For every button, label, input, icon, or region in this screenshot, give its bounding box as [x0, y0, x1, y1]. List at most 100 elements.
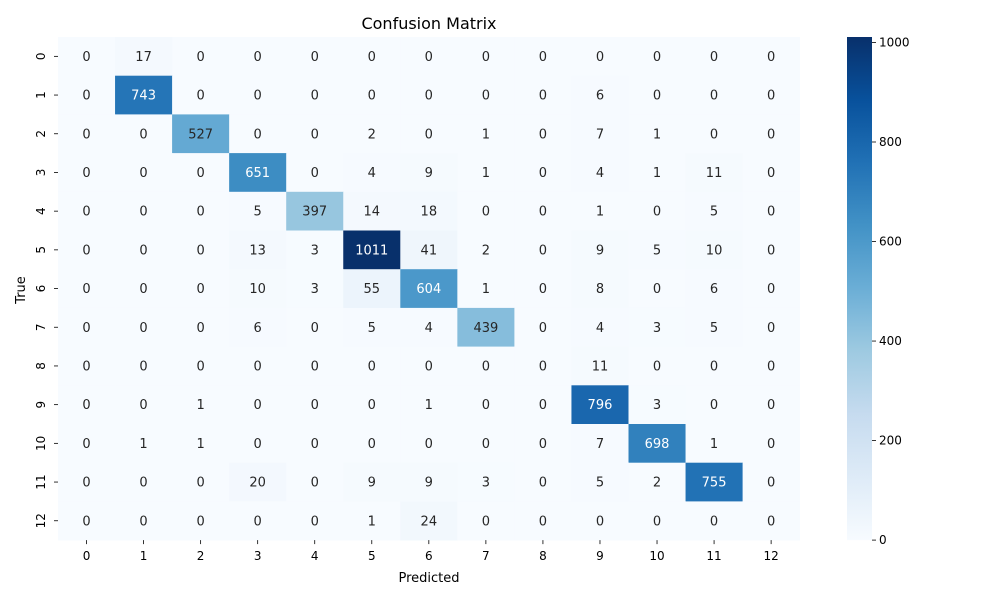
- cell-value-label: 0: [539, 398, 547, 413]
- heatmap-cell-2-11: [685, 114, 743, 154]
- heatmap-cell-4-3: [229, 191, 287, 231]
- heatmap-cell-2-12: [742, 114, 801, 154]
- heatmap-cell-10-12: [742, 424, 801, 464]
- cell-value-label: 0: [767, 514, 775, 529]
- heatmap-cell-8-10: [628, 346, 686, 386]
- cell-value-label: 1: [368, 514, 376, 529]
- heatmap-cell-1-5: [343, 75, 401, 115]
- heatmap-cell-10-8: [514, 424, 572, 464]
- heatmap-cell-3-4: [286, 153, 344, 193]
- heatmap-cell-1-10: [628, 75, 686, 115]
- cell-value-label: 0: [311, 514, 319, 529]
- y-tick-label: 9: [34, 401, 48, 409]
- cell-value-label: 24: [421, 514, 438, 529]
- heatmap-cell-12-11: [685, 501, 743, 541]
- heatmap-cell-11-9: [571, 462, 629, 502]
- chart-title: Confusion Matrix: [361, 14, 496, 33]
- heatmap-cell-2-4: [286, 114, 344, 154]
- x-tick-label: 11: [706, 549, 721, 563]
- x-tick-label: 12: [763, 549, 778, 563]
- cell-value-label: 0: [196, 514, 204, 529]
- cell-value-label: 1: [425, 398, 433, 413]
- cell-value-label: 1: [596, 205, 604, 220]
- heatmap-cell-10-6: [400, 424, 458, 464]
- cell-value-label: 0: [767, 127, 775, 142]
- heatmap-cell-6-6: [400, 269, 458, 309]
- heatmap-cell-9-2: [172, 385, 230, 425]
- heatmap-cell-3-7: [457, 153, 515, 193]
- cell-value-label: 0: [767, 398, 775, 413]
- cell-value-label: 0: [767, 243, 775, 258]
- heatmap-cell-9-9: [571, 385, 629, 425]
- cell-value-label: 0: [311, 89, 319, 104]
- colorbar-ticks: 0 200 400 600 800 1000: [872, 35, 910, 547]
- cell-value-label: 0: [539, 243, 547, 258]
- heatmap-cell-11-10: [628, 462, 686, 502]
- heatmap-cell-1-1: [115, 75, 173, 115]
- cell-value-label: 0: [539, 89, 547, 104]
- heatmap-cell-5-10: [628, 230, 686, 270]
- heatmap-cell-7-2: [172, 307, 230, 347]
- y-tick-label: 0: [34, 53, 48, 61]
- cell-value-label: 0: [311, 321, 319, 336]
- cell-value-label: 41: [421, 243, 438, 258]
- heatmap-cell-4-0: [58, 191, 116, 231]
- cell-value-label: 3: [482, 476, 490, 491]
- heatmap-cell-12-7: [457, 501, 515, 541]
- heatmap-cell-8-8: [514, 346, 572, 386]
- heatmap-cell-9-6: [400, 385, 458, 425]
- heatmap-cell-5-6: [400, 230, 458, 270]
- cell-value-label: 439: [473, 321, 498, 336]
- x-axis-ticks: 0 1 2 3 4 5 6 7 8 9 10 11 12: [83, 540, 779, 563]
- y-tick-label: 12: [34, 513, 48, 528]
- heatmap-cell-labels: 0 17 0 0 0 0 0 0 0 0 0 0 00 743 0 0 0 0 0 0 0 6 0 0 00 0 527 0 0 2 0 1 0…: [82, 50, 775, 529]
- cell-value-label: 4: [425, 321, 433, 336]
- cell-value-label: 0: [368, 359, 376, 374]
- cell-value-label: 0: [311, 50, 319, 65]
- heatmap-cell-9-7: [457, 385, 515, 425]
- cell-value-label: 604: [416, 282, 441, 297]
- heatmap-cell-7-12: [742, 307, 801, 347]
- cell-value-label: 0: [653, 89, 661, 104]
- heatmap-cell-5-0: [58, 230, 116, 270]
- cell-value-label: 1: [482, 127, 490, 142]
- cell-value-label: 0: [82, 205, 90, 220]
- cell-value-label: 0: [139, 398, 147, 413]
- heatmap-cell-4-10: [628, 191, 686, 231]
- x-tick-label: 7: [482, 549, 490, 563]
- cell-value-label: 0: [482, 89, 490, 104]
- cell-value-label: 0: [767, 476, 775, 491]
- cell-value-label: 1: [482, 166, 490, 181]
- cell-value-label: 0: [254, 127, 262, 142]
- x-tick-label: 2: [197, 549, 205, 563]
- cell-value-label: 0: [710, 359, 718, 374]
- cell-value-label: 0: [539, 166, 547, 181]
- cell-value-label: 0: [653, 50, 661, 65]
- heatmap-cell-9-3: [229, 385, 287, 425]
- cell-value-label: 18: [421, 205, 438, 220]
- heatmap-cell-6-5: [343, 269, 401, 309]
- cell-value-label: 0: [82, 89, 90, 104]
- y-tick-label: 11: [34, 474, 48, 489]
- heatmap-cell-0-2: [172, 37, 230, 77]
- cell-value-label: 0: [710, 50, 718, 65]
- heatmap-cell-8-7: [457, 346, 515, 386]
- cell-value-label: 6: [710, 282, 718, 297]
- x-axis-label: Predicted: [398, 571, 459, 586]
- heatmap-cell-1-7: [457, 75, 515, 115]
- cell-value-label: 0: [368, 437, 376, 452]
- x-tick-label: 6: [425, 549, 433, 563]
- cell-value-label: 6: [596, 89, 604, 104]
- heatmap-cell-2-5: [343, 114, 401, 154]
- cell-value-label: 2: [653, 476, 661, 491]
- cell-value-label: 0: [196, 50, 204, 65]
- heatmap-cell-1-0: [58, 75, 116, 115]
- cell-value-label: 0: [82, 437, 90, 452]
- cell-value-label: 0: [482, 205, 490, 220]
- heatmap-cell-2-3: [229, 114, 287, 154]
- heatmap-cell-3-9: [571, 153, 629, 193]
- heatmap-cell-10-5: [343, 424, 401, 464]
- heatmap-cell-7-3: [229, 307, 287, 347]
- heatmap-cell-1-9: [571, 75, 629, 115]
- cell-value-label: 0: [82, 398, 90, 413]
